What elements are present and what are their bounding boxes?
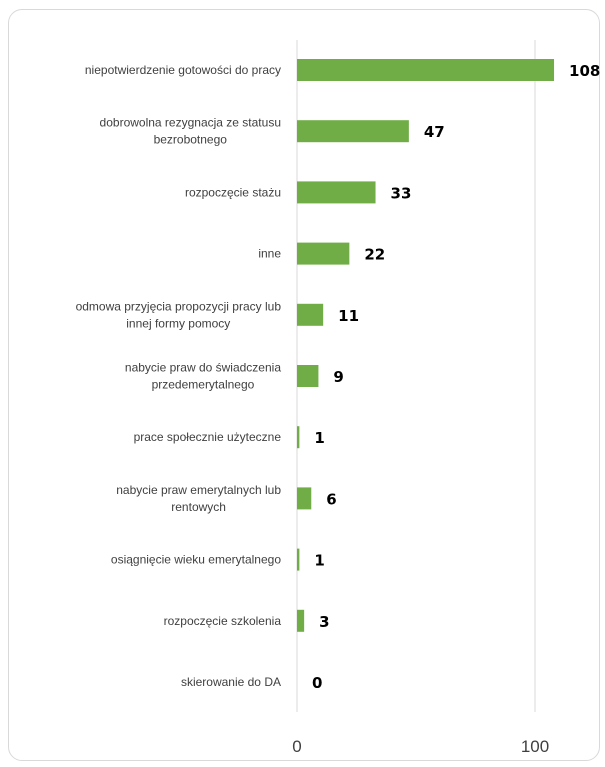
bar [297, 242, 350, 265]
bar [297, 181, 376, 204]
bar [297, 365, 319, 387]
category-label: nabycie praw do świadczenia przedemerytal… [125, 361, 281, 392]
data-label: 47 [424, 123, 445, 141]
data-label: 3 [319, 613, 329, 631]
data-label: 6 [326, 490, 336, 508]
bar [297, 609, 305, 632]
category-label: rozpoczęcie stażu [185, 185, 281, 199]
category-label: niepotwierdzenie gotowości do pracy [85, 63, 281, 77]
category-label: dobrowolna rezygnacja ze statusu bezrobot… [100, 116, 281, 147]
bar [297, 120, 409, 143]
data-label: 11 [338, 307, 359, 325]
category-label: odmowa przyjęcia propozycji pracy lub inn… [76, 299, 282, 330]
data-label: 1 [314, 552, 324, 570]
category-label: osiągnięcie wieku emerytalnego [111, 553, 281, 567]
category-label: prace społecznie użyteczne [134, 430, 282, 444]
bar [297, 487, 312, 510]
data-label: 9 [333, 368, 343, 386]
category-label: inne [258, 247, 281, 261]
data-label: 1 [314, 429, 324, 447]
bar [297, 426, 300, 449]
x-tick-label: 100 [521, 737, 549, 756]
data-label: 33 [391, 184, 412, 202]
bar [297, 59, 555, 81]
x-tick-label: 0 [292, 737, 301, 756]
data-label: 22 [364, 246, 385, 264]
data-label: 108 [569, 62, 600, 80]
category-label: rozpoczęcie szkolenia [164, 614, 282, 628]
bar [297, 303, 324, 326]
category-label: skierowanie do DA [181, 675, 281, 689]
bar [297, 548, 300, 571]
data-label: 0 [312, 674, 322, 692]
category-label: nabycie praw emerytalnych lub rentowych [116, 483, 281, 514]
